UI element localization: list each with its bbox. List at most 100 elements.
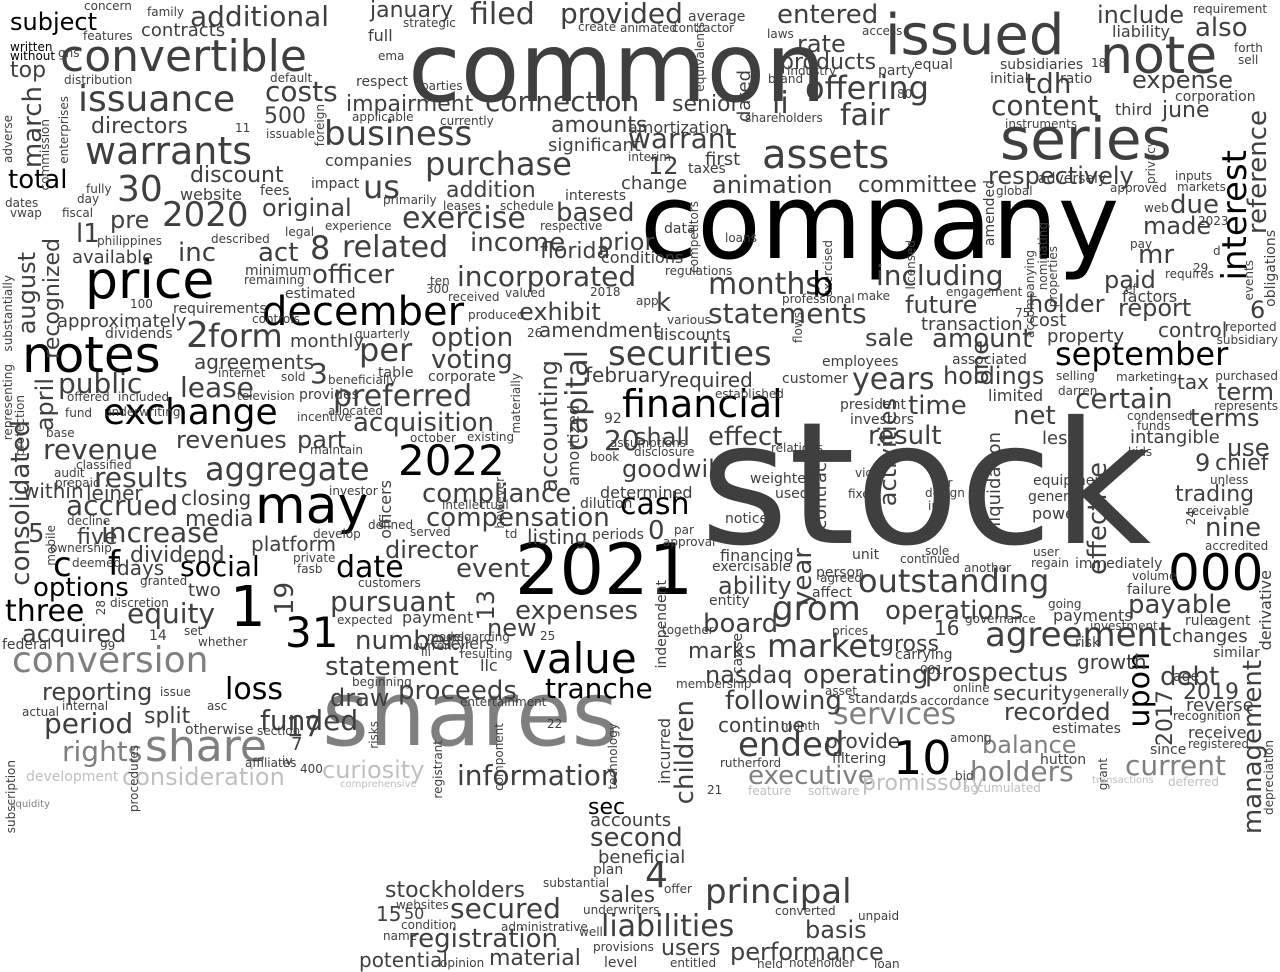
cloud-word: chief <box>1215 451 1269 476</box>
cloud-word: date <box>336 550 404 585</box>
cloud-word: experience <box>325 219 392 233</box>
cloud-word: securities <box>608 334 772 374</box>
cloud-word: stock <box>700 386 1152 584</box>
cloud-word: financing <box>720 546 794 565</box>
cloud-word: 19 <box>270 582 300 616</box>
cloud-word: without <box>10 49 56 63</box>
cloud-word: entity <box>709 593 750 609</box>
cloud-word: 18 <box>1091 56 1107 70</box>
cloud-word: total <box>8 165 68 195</box>
cloud-word: related <box>342 230 449 265</box>
cloud-word: intellectual <box>442 498 509 512</box>
cloud-word: 001 <box>920 663 943 677</box>
cloud-word: exhibit <box>519 298 601 326</box>
cloud-word: required <box>669 368 753 392</box>
cloud-word: base <box>46 426 75 440</box>
cloud-word: membership <box>676 677 752 691</box>
cloud-word: affect <box>812 585 853 601</box>
cloud-word: internet <box>218 366 266 380</box>
cloud-word: vice <box>855 466 880 480</box>
cloud-word: amortization <box>628 118 730 137</box>
cloud-word: component <box>492 723 506 791</box>
cloud-word: draw <box>330 684 390 712</box>
cloud-word: carrying <box>895 647 953 663</box>
cloud-word: 6 <box>1250 296 1266 324</box>
cloud-word: various <box>667 313 711 327</box>
cloud-word: opinion <box>440 956 485 970</box>
cloud-word: payable <box>1128 590 1232 620</box>
cloud-word: committee <box>858 173 977 198</box>
cloud-word: made <box>1143 212 1212 240</box>
cloud-word: converted <box>775 904 836 918</box>
cloud-word: 20 <box>604 424 640 457</box>
cloud-word: power <box>1032 504 1082 523</box>
cloud-word: cause <box>730 633 746 675</box>
cloud-word: development <box>26 769 119 785</box>
cloud-word: dr <box>940 476 953 490</box>
cloud-word: respect <box>356 74 409 90</box>
cloud-word: equal <box>914 57 953 73</box>
cloud-word: served <box>410 525 451 539</box>
cloud-word: information <box>457 759 619 792</box>
cloud-word: nine <box>1205 513 1262 543</box>
cloud-word: weighted <box>750 471 815 487</box>
cloud-word: goodwill <box>622 455 722 483</box>
cloud-word: gross <box>880 632 939 657</box>
cloud-word: classified <box>76 458 132 472</box>
cloud-word: animated <box>620 21 678 35</box>
cloud-word: less <box>1042 428 1077 449</box>
cloud-word: prices <box>832 624 869 638</box>
cloud-word: stockholders <box>385 878 525 903</box>
cloud-word: income <box>470 228 566 258</box>
cloud-word: private <box>293 551 336 565</box>
cloud-word: subsidiaries <box>1000 57 1084 73</box>
cloud-word: within <box>23 479 84 503</box>
cloud-word: preferred <box>333 379 473 414</box>
cloud-word: obligations <box>1263 230 1279 307</box>
cloud-word: provided <box>560 0 683 30</box>
cloud-word: iii <box>421 645 432 659</box>
cloud-word: user <box>1033 545 1060 559</box>
cloud-word: resulting <box>460 647 513 661</box>
cloud-word: filtering <box>832 751 887 767</box>
cloud-word: customers <box>358 576 421 590</box>
cloud-word: immediately <box>1075 556 1163 572</box>
cloud-word: company <box>640 161 1120 283</box>
cloud-word: app <box>636 294 659 308</box>
cloud-word: three <box>5 594 85 629</box>
cloud-word: officers <box>376 480 395 539</box>
cloud-word: inc <box>178 238 216 268</box>
cloud-word: offer <box>664 882 692 896</box>
cloud-word: develop <box>313 527 361 541</box>
cloud-word: contract <box>810 455 831 530</box>
cloud-word: dilution <box>580 496 633 512</box>
cloud-word: property <box>1047 326 1125 347</box>
cloud-word: entertainment <box>460 695 547 709</box>
cloud-word: estimated <box>285 286 356 302</box>
cloud-word: 21 <box>707 783 723 797</box>
cloud-word: 7 <box>291 734 303 755</box>
cloud-word: set <box>184 624 203 638</box>
cloud-word: among <box>950 731 992 745</box>
cloud-word: potential <box>359 948 448 972</box>
cloud-word: event <box>456 554 531 584</box>
cloud-word: paid <box>1104 266 1156 294</box>
cloud-word: director <box>385 536 479 564</box>
cloud-word: properties <box>1046 246 1060 308</box>
cloud-word: exercisable <box>712 559 792 575</box>
cloud-word: discount <box>190 163 284 188</box>
cloud-word: sole <box>925 544 950 558</box>
cloud-word: initial <box>990 71 1029 87</box>
cloud-word: rights <box>62 735 143 768</box>
cloud-word: contractor <box>672 21 735 35</box>
cloud-word: revenues <box>176 426 287 454</box>
cloud-word: performance <box>730 938 884 966</box>
cloud-word: periods <box>592 527 644 543</box>
cloud-word: use <box>1227 434 1270 462</box>
cloud-word: 0 <box>648 516 665 546</box>
cloud-word: used <box>775 486 809 502</box>
cloud-word: connection <box>485 85 640 118</box>
cloud-word: recorded <box>1004 698 1111 726</box>
cloud-word: provides <box>299 387 359 403</box>
cloud-word: series <box>1000 105 1172 173</box>
